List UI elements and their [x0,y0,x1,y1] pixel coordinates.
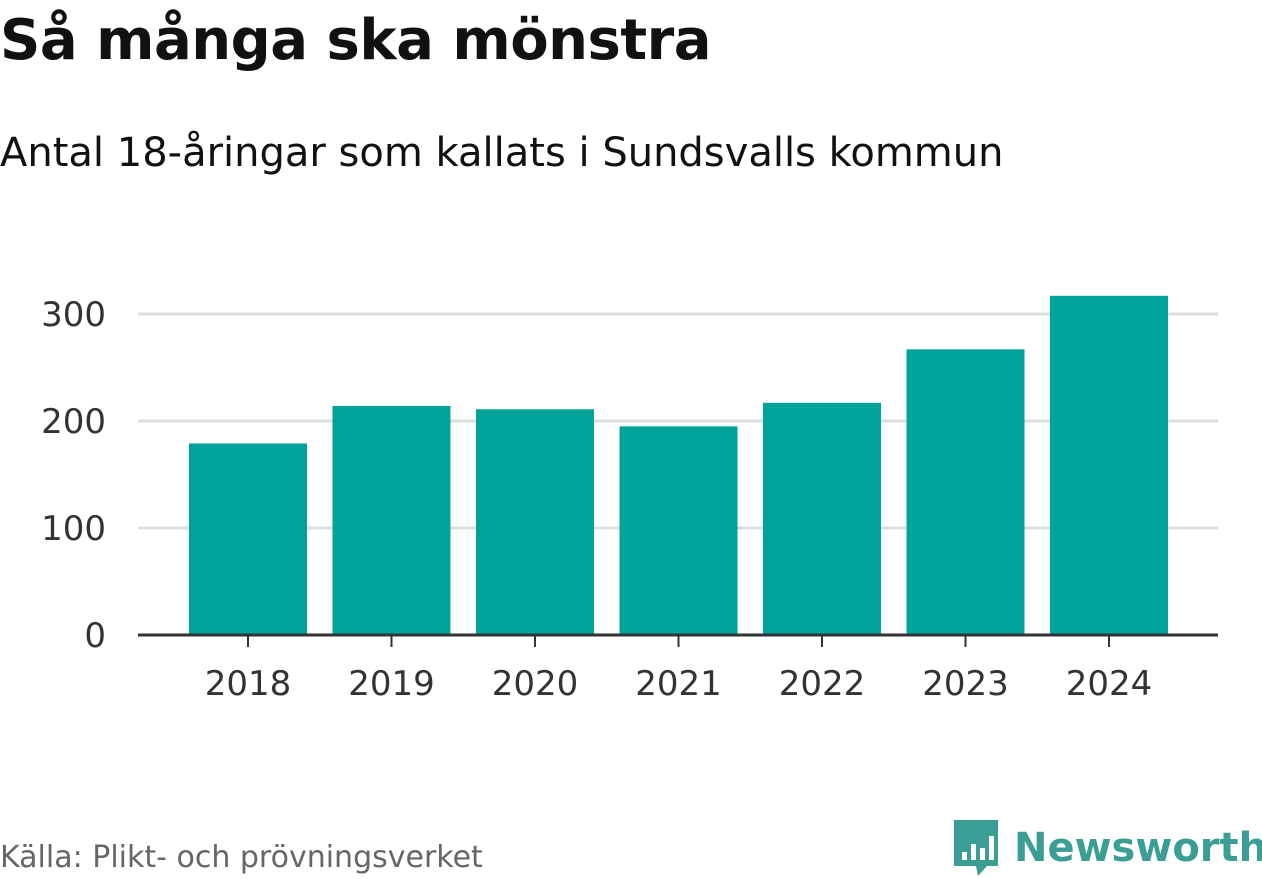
x-tick-label: 2018 [205,664,292,704]
y-tick-label: 100 [41,509,106,549]
brand-name: Newsworthy [1014,825,1262,871]
y-tick-label: 0 [84,616,106,656]
x-tick-label: 2019 [348,664,435,704]
bar [619,426,738,635]
source-note: Källa: Plikt- och prövningsverket [0,840,483,875]
bar [763,402,881,635]
chart-subtitle: Antal 18-åringar som kallats i Sundsvall… [0,130,1004,176]
bar [476,409,594,635]
bar [332,406,451,635]
x-tick-label: 2020 [492,664,579,704]
x-tick-label: 2024 [1066,664,1153,704]
chart-title: Så många ska mönstra [0,8,712,73]
x-tick-label: 2022 [779,664,866,704]
newsworthy-logo-icon [954,820,998,876]
x-tick-label: 2023 [922,664,1009,704]
y-tick-label: 200 [41,402,106,442]
brand-logo: Newsworthy [952,818,1262,878]
bar [1050,295,1168,635]
bar [189,443,307,635]
bar [906,349,1025,635]
y-tick-label: 300 [41,295,106,335]
x-tick-label: 2021 [635,664,722,704]
